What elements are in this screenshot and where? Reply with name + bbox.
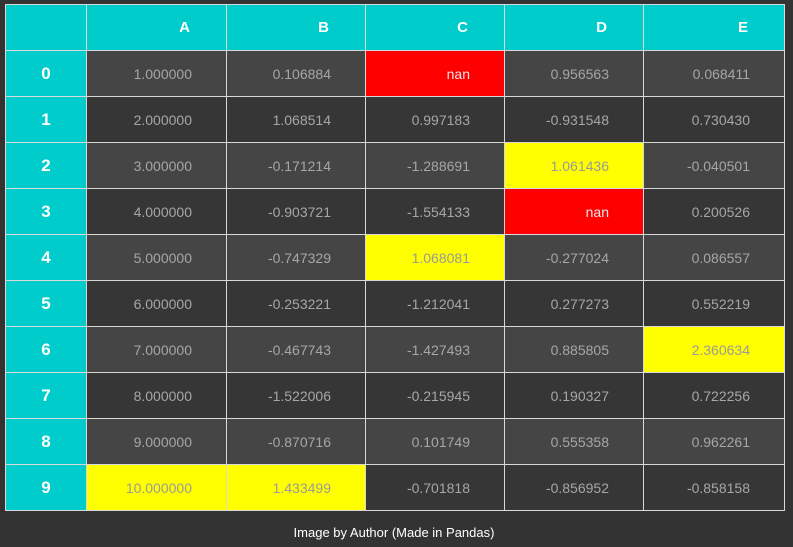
table-cell: -0.171214 [226, 142, 366, 189]
table-cell: 3.000000 [86, 142, 227, 189]
row-index-header: 9 [5, 464, 87, 511]
table-cell: 2.000000 [86, 96, 227, 143]
table-cell: 1.000000 [86, 50, 227, 97]
table-cell: 0.086557 [643, 234, 785, 281]
row-index-header: 5 [5, 280, 87, 327]
table-cell: 0.101749 [365, 418, 505, 465]
table-cell: -0.253221 [226, 280, 366, 327]
table-cell: 0.555358 [504, 418, 644, 465]
table-cell: -0.856952 [504, 464, 644, 511]
table-row: 9 10.000000 1.433499 -0.701818 -0.856952 -0.8… [5, 464, 785, 511]
image-caption: Image by Author (Made in Pandas) [293, 525, 495, 540]
table-cell: -0.903721 [226, 188, 366, 235]
table-cell: 9.000000 [86, 418, 227, 465]
table-cell: 0.722256 [643, 372, 785, 419]
table-cell: 0.962261 [643, 418, 785, 465]
table-cell: 0.956563 [504, 50, 644, 97]
table-cell: -0.467743 [226, 326, 366, 373]
table-cell: 0.730430 [643, 96, 785, 143]
table-cell: -0.277024 [504, 234, 644, 281]
row-index-header: 6 [5, 326, 87, 373]
table-row: 0 1.000000 0.106884 nan 0.956563 0.068411 [5, 50, 785, 97]
table-row: 1 2.000000 1.068514 0.997183 -0.931548 0.7304… [5, 96, 785, 143]
table-row: 2 3.000000 -0.171214 -1.288691 1.061436 -0.04… [5, 142, 785, 189]
row-index-header: 3 [5, 188, 87, 235]
table-cell: -1.427493 [365, 326, 505, 373]
table-cell: 0.068411 [643, 50, 785, 97]
table-cell: -0.215945 [365, 372, 505, 419]
table-cell: -1.554133 [365, 188, 505, 235]
max-highlighted-cell: 1.433499 [226, 464, 366, 511]
table-row: 3 4.000000 -0.903721 -1.554133 nan 0.200526 [5, 188, 785, 235]
table-cell: 0.106884 [226, 50, 366, 97]
max-highlighted-cell: 2.360634 [643, 326, 785, 373]
dataframe-table: A B C D E 0 1.000000 0.106884 nan 0.956563 0.… [5, 4, 785, 511]
table-row: 7 8.000000 -1.522006 -0.215945 0.190327 0.722… [5, 372, 785, 419]
table-row: 5 6.000000 -0.253221 -1.212041 0.277273 0.552… [5, 280, 785, 327]
column-header: D [504, 4, 644, 51]
table-cell: -0.858158 [643, 464, 785, 511]
table-cell: -1.522006 [226, 372, 366, 419]
table-cell: 0.997183 [365, 96, 505, 143]
table-cell: -0.701818 [365, 464, 505, 511]
row-index-header: 7 [5, 372, 87, 419]
max-highlighted-cell: 1.068081 [365, 234, 505, 281]
table-cell: 1.068514 [226, 96, 366, 143]
table-cell: 6.000000 [86, 280, 227, 327]
max-highlighted-cell: 1.061436 [504, 142, 644, 189]
table-row: 6 7.000000 -0.467743 -1.427493 0.885805 2.360… [5, 326, 785, 373]
column-header: C [365, 4, 505, 51]
max-highlighted-cell: 10.000000 [86, 464, 227, 511]
table-cell: 0.552219 [643, 280, 785, 327]
row-index-header: 0 [5, 50, 87, 97]
table-cell: 0.200526 [643, 188, 785, 235]
index-corner-cell [5, 4, 87, 51]
table-cell: -0.040501 [643, 142, 785, 189]
table-row: 4 5.000000 -0.747329 1.068081 -0.277024 0.086… [5, 234, 785, 281]
nan-highlighted-cell: nan [365, 50, 505, 97]
dataframe-container: A B C D E 0 1.000000 0.106884 nan 0.956563 0.… [5, 4, 785, 511]
table-cell: -1.212041 [365, 280, 505, 327]
table-cell: 0.885805 [504, 326, 644, 373]
table-row: 8 9.000000 -0.870716 0.101749 0.555358 0.9622… [5, 418, 785, 465]
table-cell: -0.870716 [226, 418, 366, 465]
table-cell: -1.288691 [365, 142, 505, 189]
row-index-header: 4 [5, 234, 87, 281]
table-cell: 0.190327 [504, 372, 644, 419]
table-cell: 0.277273 [504, 280, 644, 327]
table-cell: 8.000000 [86, 372, 227, 419]
row-index-header: 8 [5, 418, 87, 465]
column-header: A [86, 4, 227, 51]
row-index-header: 2 [5, 142, 87, 189]
column-header: E [643, 4, 785, 51]
table-cell: 4.000000 [86, 188, 227, 235]
column-header: B [226, 4, 366, 51]
table-cell: -0.931548 [504, 96, 644, 143]
table-cell: 5.000000 [86, 234, 227, 281]
row-index-header: 1 [5, 96, 87, 143]
header-row: A B C D E [5, 4, 785, 51]
table-cell: -0.747329 [226, 234, 366, 281]
nan-highlighted-cell: nan [504, 188, 644, 235]
table-cell: 7.000000 [86, 326, 227, 373]
